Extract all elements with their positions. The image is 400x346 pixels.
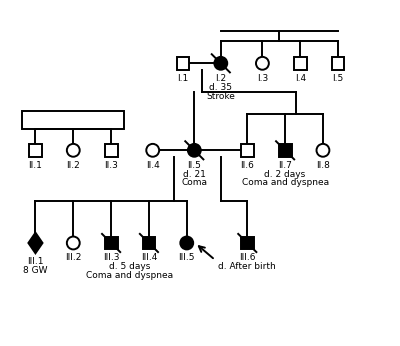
Polygon shape (28, 233, 42, 253)
Circle shape (67, 144, 80, 157)
Text: d. 21: d. 21 (183, 170, 206, 179)
Text: d. 5 days: d. 5 days (109, 262, 151, 271)
Text: I.5: I.5 (332, 73, 344, 82)
Bar (29, 144, 42, 157)
Text: II.1: II.1 (28, 161, 42, 170)
Bar (105, 237, 118, 249)
Text: d. After birth: d. After birth (218, 262, 276, 271)
Bar (332, 57, 344, 70)
Circle shape (146, 144, 159, 157)
Text: Stroke: Stroke (206, 92, 235, 101)
Circle shape (67, 237, 80, 249)
Text: Coma: Coma (181, 178, 207, 187)
Bar (279, 144, 292, 157)
Text: III.6: III.6 (239, 253, 256, 262)
Text: II.3: II.3 (104, 161, 118, 170)
Text: 8 GW: 8 GW (23, 266, 48, 275)
Text: d. 35: d. 35 (209, 83, 232, 92)
Text: III.2: III.2 (65, 253, 82, 262)
Text: I.2: I.2 (215, 73, 226, 82)
Bar (241, 237, 254, 249)
Text: II.7: II.7 (278, 161, 292, 170)
Bar (241, 144, 254, 157)
Bar (22, 111, 124, 129)
Text: III.4: III.4 (141, 253, 157, 262)
Text: III.5: III.5 (178, 253, 195, 262)
Circle shape (256, 57, 269, 70)
Circle shape (188, 144, 201, 157)
Text: II.4: II.4 (146, 161, 160, 170)
Bar (176, 57, 190, 70)
Text: II.2: II.2 (66, 161, 80, 170)
Circle shape (316, 144, 329, 157)
Bar (142, 237, 155, 249)
Text: d. 2 days: d. 2 days (264, 170, 306, 179)
Circle shape (214, 57, 227, 70)
Bar (294, 57, 307, 70)
Text: Coma and dyspnea: Coma and dyspnea (86, 271, 174, 280)
Text: I.1: I.1 (177, 73, 189, 82)
Text: II.8: II.8 (316, 161, 330, 170)
Text: II.6: II.6 (240, 161, 254, 170)
Text: I.4: I.4 (295, 73, 306, 82)
Text: III.3: III.3 (103, 253, 119, 262)
Bar (105, 144, 118, 157)
Text: Coma and dyspnea: Coma and dyspnea (242, 178, 329, 187)
Text: III.1: III.1 (27, 257, 44, 266)
Text: II.5: II.5 (187, 161, 201, 170)
Circle shape (180, 237, 193, 249)
Text: I.3: I.3 (257, 73, 268, 82)
